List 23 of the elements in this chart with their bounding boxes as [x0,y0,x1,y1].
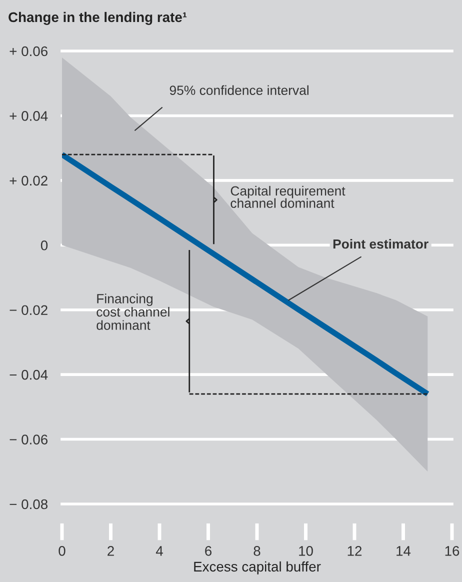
annotation: Capital requirement channel dominant [230,186,346,208]
x-tick-label: 8 [254,546,260,556]
x-tick-label: 4 [156,546,163,556]
y-tick-label: − 0.08 [10,499,48,510]
y-tick-label: − 0.02 [10,305,48,316]
x-tick-label: 14 [396,546,411,556]
x-tick-label: 16 [445,546,460,556]
x-tick-label: 10 [299,546,313,556]
x-tick-label: 6 [205,546,212,556]
y-tick-label: + 0.06 [10,46,48,56]
x-axis-title: Excess capital buffer [194,561,321,574]
x-tick-label: 0 [58,546,66,556]
annotation: Point estimator [333,238,428,249]
y-axis-title: Change in the lending rate¹ [8,12,187,25]
x-tick-label: 2 [108,546,114,556]
annotation: Financing cost channel dominant [96,294,170,330]
y-tick-label: 0 [40,240,48,250]
x-tick-label: 12 [348,546,362,556]
y-tick-label: + 0.04 [10,111,48,121]
y-tick-label: + 0.02 [10,176,48,186]
y-tick-label: − 0.04 [10,370,48,380]
annotation: 95% confidence interval [170,85,308,95]
y-tick-label: − 0.06 [10,434,48,444]
